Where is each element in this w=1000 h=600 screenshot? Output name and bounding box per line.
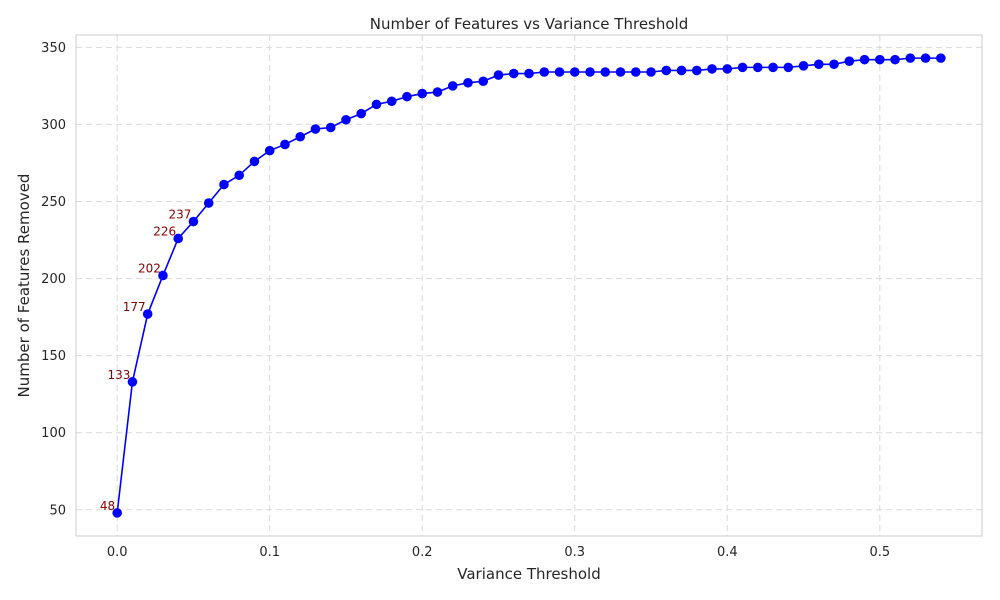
x-tick-label: 0.1 <box>259 545 280 560</box>
y-tick-label: 150 <box>41 349 66 364</box>
data-point <box>295 131 306 142</box>
data-point <box>783 62 794 73</box>
data-point <box>691 65 702 76</box>
data-point <box>920 53 931 63</box>
data-point <box>447 81 458 91</box>
data-point <box>280 139 290 150</box>
plot-frame <box>75 34 983 537</box>
data-point <box>188 216 199 227</box>
data-point <box>112 508 122 518</box>
data-point <box>646 67 656 77</box>
y-tick-label: 200 <box>41 272 66 287</box>
data-point <box>844 56 855 67</box>
data-point <box>417 88 428 99</box>
x-tick-label: 0.0 <box>107 545 128 560</box>
data-point <box>752 62 763 73</box>
data-point <box>508 68 519 79</box>
data-point <box>890 54 900 65</box>
y-axis-ticks: 50 100 150 200 250 300 350 <box>41 41 66 518</box>
data-point <box>737 62 748 73</box>
y-axis-title: Number of Features Removed <box>15 174 33 398</box>
data-point <box>936 53 946 63</box>
data-point <box>463 77 473 88</box>
data-point <box>371 99 382 110</box>
data-label: 133 <box>108 368 131 382</box>
data-point <box>142 309 153 319</box>
data-point <box>356 108 367 119</box>
series-line <box>116 57 941 513</box>
data-point <box>768 62 778 73</box>
data-labels: 48 133 177 202 226 237 <box>100 208 192 513</box>
data-points <box>112 53 946 518</box>
data-point <box>310 124 321 134</box>
data-point <box>234 170 245 181</box>
data-point <box>249 156 260 167</box>
y-tick-label: 350 <box>41 41 66 56</box>
data-point <box>478 76 489 87</box>
data-point <box>341 114 351 125</box>
data-point <box>615 67 626 77</box>
data-point <box>585 67 595 77</box>
data-label: 177 <box>123 300 146 314</box>
data-point <box>905 53 916 63</box>
x-tick-label: 0.3 <box>564 545 585 560</box>
data-point <box>432 87 443 97</box>
data-label: 237 <box>169 208 192 222</box>
grid <box>76 35 982 536</box>
data-point <box>661 65 672 76</box>
data-point <box>798 61 809 71</box>
data-point <box>219 179 229 190</box>
data-point <box>173 233 183 244</box>
data-point <box>539 67 550 77</box>
data-point <box>875 54 885 65</box>
data-point <box>569 67 580 77</box>
data-point <box>676 65 687 76</box>
data-point <box>325 122 336 133</box>
data-point <box>493 70 504 80</box>
x-tick-label: 0.4 <box>717 545 738 560</box>
data-point <box>859 54 870 65</box>
data-point <box>158 270 168 281</box>
data-label: 202 <box>138 261 161 275</box>
data-point <box>722 64 733 74</box>
data-point <box>203 198 214 208</box>
data-point <box>829 59 839 70</box>
data-label: 226 <box>153 224 176 238</box>
x-axis-ticks: 0.0 0.1 0.2 0.3 0.4 0.5 <box>107 545 890 560</box>
data-point <box>813 59 824 70</box>
chart-title: Number of Features vs Variance Threshold <box>370 15 688 33</box>
data-point <box>630 67 641 77</box>
x-tick-label: 0.5 <box>869 545 890 560</box>
y-tick-label: 50 <box>49 503 66 518</box>
x-tick-label: 0.2 <box>412 545 433 560</box>
x-axis-title: Variance Threshold <box>457 565 601 583</box>
data-point <box>600 67 611 77</box>
data-point <box>524 68 534 79</box>
y-tick-label: 300 <box>41 118 66 133</box>
data-point <box>554 67 565 77</box>
data-point <box>707 64 717 74</box>
data-point <box>402 91 412 102</box>
data-point <box>386 96 397 107</box>
data-point <box>127 377 138 387</box>
data-point <box>264 145 275 156</box>
y-tick-label: 100 <box>41 426 66 441</box>
data-label: 48 <box>100 499 115 513</box>
y-tick-label: 250 <box>41 195 66 210</box>
